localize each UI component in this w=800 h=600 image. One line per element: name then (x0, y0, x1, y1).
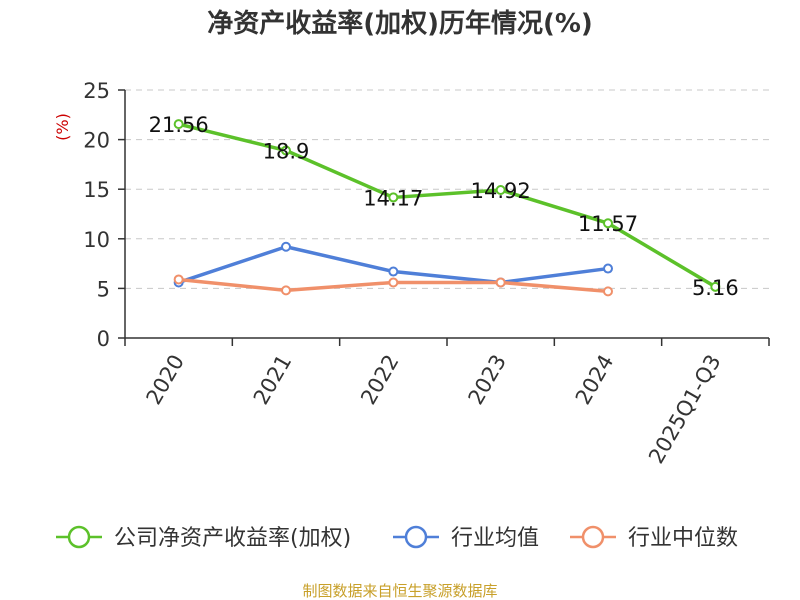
data-label-2020: 21.56 (149, 113, 209, 137)
legend-marker-2 (581, 525, 605, 549)
legend-marker-1 (404, 525, 428, 549)
legend-label-1: 行业均值 (451, 526, 539, 551)
data-point-2-2024 (603, 286, 613, 297)
data-point-2-2021 (281, 285, 291, 296)
data-label-2021: 18.9 (263, 140, 310, 164)
data-point-1-2022 (388, 266, 399, 277)
data-point-0-2025Q1-Q3 (710, 281, 721, 292)
x-tick-label-2021: 2021 (249, 351, 297, 409)
x-tick-label-2020: 2020 (141, 351, 189, 409)
x-tick-label-2022: 2022 (356, 351, 404, 409)
y-tick-label-5: 5 (97, 277, 110, 301)
legend-label-2: 行业中位数 (628, 526, 738, 551)
y-tick-label-10: 10 (83, 228, 110, 252)
data-point-2-2022 (388, 277, 399, 288)
x-tick-label-2024: 2024 (571, 351, 619, 409)
data-label-2023: 14.92 (471, 179, 531, 203)
y-tick-label-0: 0 (97, 327, 110, 351)
data-point-0-2021 (281, 145, 291, 156)
y-tick-label-20: 20 (83, 129, 110, 153)
data-labels: 21.56 18.9 14.17 14.92 11.57 5.16 (149, 113, 739, 300)
y-axis-label: (%) (53, 113, 72, 141)
x-tick-label-2025Q1-Q3: 2025Q1-Q3 (644, 351, 726, 468)
data-label-2022: 14.17 (363, 186, 423, 210)
x-tick-label-2023: 2023 (463, 351, 511, 409)
y-tick-label-25: 25 (83, 79, 110, 103)
data-point-2-2023 (495, 277, 506, 288)
data-point-0-2024 (603, 218, 613, 229)
series-line-0 (178, 122, 717, 289)
data-point-0-2023 (495, 184, 506, 195)
legend-marker-0 (67, 525, 91, 549)
data-point-0-2022 (388, 192, 399, 203)
source-note: 制图数据来自恒生聚源数据库 (302, 582, 497, 600)
legend: 公司净资产收益率(加权) 行业均值 行业中位数 (56, 525, 738, 551)
data-label-2024: 11.57 (578, 212, 638, 236)
series-line-1 (178, 244, 609, 285)
series-layer (173, 119, 721, 297)
data-point-1-2021 (281, 241, 291, 252)
data-point-2-2020 (173, 274, 184, 285)
grid-lines (125, 89, 769, 289)
data-point-1-2024 (603, 263, 613, 274)
legend-label-0: 公司净资产收益率(加权) (114, 526, 351, 551)
data-label-2025Q1-Q3: 5.16 (692, 276, 739, 300)
chart-title: 净资产收益率(加权)历年情况(%) (207, 8, 593, 39)
y-tick-label-15: 15 (83, 178, 110, 202)
data-point-0-2020 (173, 119, 184, 130)
